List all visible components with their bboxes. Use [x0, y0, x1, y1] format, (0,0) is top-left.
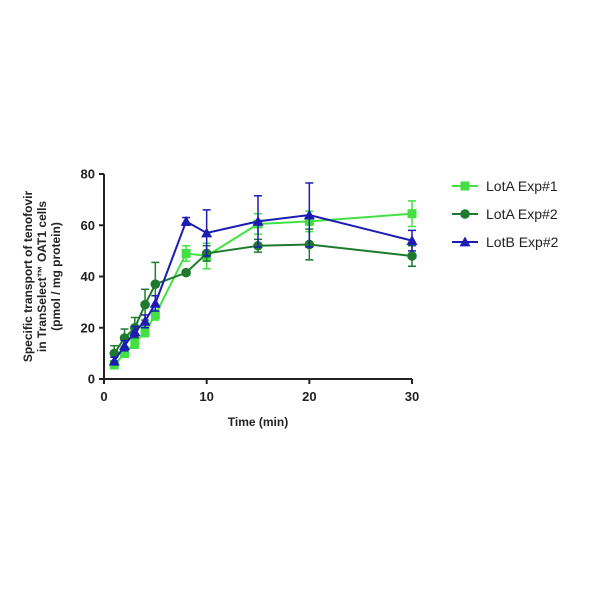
y-axis-label-line: in TranSelect™ OAT1 cells — [35, 201, 49, 352]
legend-item: LotB Exp#2 — [452, 234, 559, 250]
data-point-triangle — [459, 236, 471, 247]
plot-area — [108, 182, 418, 370]
data-point-triangle — [252, 215, 264, 226]
data-point-square — [120, 348, 130, 358]
x-tick-label: 30 — [405, 389, 419, 404]
y-tick-label: 80 — [81, 167, 95, 182]
legend: LotA Exp#1 LotA Exp#2 LotB Exp#2 — [452, 178, 559, 250]
x-axis-label: Time (min) — [228, 415, 288, 429]
y-axis-label-line: Specific transport of tenofovir — [21, 190, 35, 362]
data-point-triangle — [108, 355, 120, 366]
x-tick-label: 20 — [302, 389, 316, 404]
data-point-triangle — [129, 326, 141, 336]
data-point-circle — [460, 209, 470, 219]
legend-item: LotA Exp#2 — [452, 206, 558, 222]
y-axis-ticks: 0 20 40 60 80 — [81, 167, 104, 387]
y-axis-label: Specific transport of tenofovir in TranSe… — [21, 190, 63, 362]
data-point-triangle — [180, 215, 192, 226]
data-point-triangle — [201, 227, 213, 238]
data-point-circle — [140, 299, 150, 310]
data-point-triangle — [149, 297, 161, 308]
data-point-square — [140, 327, 150, 337]
data-point-circle — [181, 267, 191, 278]
x-tick-label: 10 — [199, 389, 213, 404]
data-point-square — [150, 310, 160, 320]
data-point-circle — [407, 251, 417, 261]
legend-label: LotB Exp#2 — [486, 234, 559, 250]
data-point-square — [181, 248, 191, 258]
series-line — [113, 212, 413, 366]
y-tick-label: 20 — [81, 320, 95, 335]
y-axis-label-line: (pmol / mg protein) — [49, 222, 63, 331]
data-point-triangle — [406, 235, 418, 246]
data-point-square — [407, 209, 417, 219]
y-tick-label: 40 — [81, 269, 95, 284]
data-point-square — [130, 338, 140, 348]
series-3 — [108, 182, 418, 366]
x-tick-label: 0 — [100, 389, 107, 404]
legend-label: LotA Exp#1 — [486, 178, 558, 194]
x-axis-ticks: 0 10 20 30 — [100, 379, 419, 404]
y-tick-label: 60 — [81, 218, 95, 233]
data-point-square — [460, 181, 470, 191]
legend-item: LotA Exp#1 — [452, 178, 558, 194]
data-point-triangle — [119, 340, 131, 351]
legend-label: LotA Exp#2 — [486, 206, 558, 222]
series-line — [113, 243, 413, 354]
data-point-triangle — [139, 315, 151, 326]
data-point-circle — [150, 279, 161, 289]
y-tick-label: 0 — [88, 372, 95, 387]
data-point-triangle — [303, 209, 315, 220]
series-line — [113, 213, 413, 362]
